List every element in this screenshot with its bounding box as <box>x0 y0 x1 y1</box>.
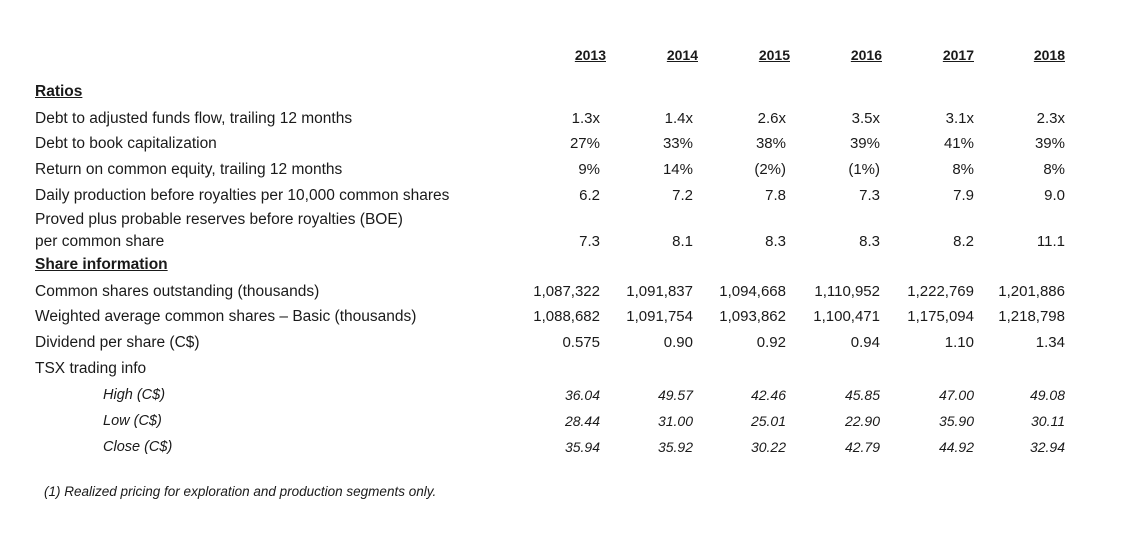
cell-r4-2018: 11.1 <box>1036 233 1065 250</box>
cell-r9-2016: 45.85 <box>844 387 880 403</box>
year-header-2013: 2013 <box>574 47 606 63</box>
cell-r6-2013: 1,088,682 <box>533 308 600 325</box>
row-label-close: Close (C$) <box>103 439 173 455</box>
year-header-2014: 2014 <box>666 47 698 63</box>
cell-r3-2015: 7.8 <box>765 187 786 204</box>
cell-r4-2015: 8.3 <box>765 233 786 250</box>
row-label-reserves-line2: per common share <box>35 233 165 250</box>
cell-r7-2017: 1.10 <box>944 334 974 351</box>
cell-r3-2013: 6.2 <box>579 187 600 204</box>
cell-r3-2018: 9.0 <box>1044 187 1065 204</box>
cell-r5-2013: 1,087,322 <box>533 283 600 300</box>
cell-r6-2015: 1,093,862 <box>719 308 786 325</box>
cell-r2-2013: 9% <box>578 161 600 178</box>
cell-r0-2015: 2.6x <box>757 110 786 127</box>
cell-r9-2015: 42.46 <box>750 387 786 403</box>
year-header-2017: 2017 <box>942 47 974 63</box>
cell-r10-2017: 35.90 <box>938 413 974 429</box>
cell-r4-2014: 8.1 <box>672 233 693 250</box>
row-label-high: High (C$) <box>103 387 166 403</box>
cell-r2-2014: 14% <box>662 161 693 178</box>
row-label-low: Low (C$) <box>103 413 162 429</box>
cell-r1-2014: 33% <box>662 135 693 152</box>
cell-r11-2018: 32.94 <box>1029 439 1065 455</box>
row-label-debt-to-book-cap: Debt to book capitalization <box>35 135 217 152</box>
year-header-2018: 2018 <box>1033 47 1065 63</box>
row-label-tsx-trading: TSX trading info <box>35 360 147 377</box>
cell-r10-2014: 31.00 <box>657 413 693 429</box>
row-label-debt-to-funds-flow: Debt to adjusted funds flow, trailing 12… <box>35 110 353 127</box>
cell-r2-2015: (2%) <box>754 161 786 178</box>
cell-r0-2014: 1.4x <box>664 110 693 127</box>
cell-r1-2013: 27% <box>569 135 600 152</box>
cell-r6-2014: 1,091,754 <box>626 308 693 325</box>
cell-r2-2017: 8% <box>952 161 974 178</box>
cell-r9-2018: 49.08 <box>1029 387 1065 403</box>
cell-r7-2016: 0.94 <box>850 334 880 351</box>
cell-r6-2018: 1,218,798 <box>998 308 1065 325</box>
row-label-daily-production: Daily production before royalties per 10… <box>35 187 450 204</box>
cell-r11-2016: 42.79 <box>844 439 880 455</box>
cell-r10-2018: 30.11 <box>1031 413 1065 429</box>
cell-r1-2015: 38% <box>755 135 786 152</box>
cell-r3-2017: 7.9 <box>953 187 974 204</box>
cell-r5-2016: 1,110,952 <box>814 283 880 300</box>
cell-r0-2013: 1.3x <box>571 110 600 127</box>
cell-r4-2016: 8.3 <box>859 233 880 250</box>
cell-r10-2013: 28.44 <box>564 413 600 429</box>
row-label-dividend: Dividend per share (C$) <box>35 334 200 351</box>
cell-r0-2018: 2.3x <box>1036 110 1065 127</box>
cell-r2-2016: (1%) <box>848 161 880 178</box>
cell-r5-2015: 1,094,668 <box>719 283 786 300</box>
cell-r5-2018: 1,201,886 <box>998 283 1065 300</box>
cell-r5-2014: 1,091,837 <box>626 283 693 300</box>
cell-r1-2017: 41% <box>943 135 974 152</box>
cell-r10-2016: 22.90 <box>844 413 880 429</box>
cell-r3-2016: 7.3 <box>859 187 880 204</box>
section-share-information: Share information <box>35 256 168 273</box>
cell-r11-2017: 44.92 <box>938 439 974 455</box>
cell-r0-2016: 3.5x <box>851 110 880 127</box>
cell-r4-2013: 7.3 <box>579 233 600 250</box>
cell-r11-2013: 35.94 <box>564 439 600 455</box>
cell-r3-2014: 7.2 <box>672 187 693 204</box>
cell-r11-2014: 35.92 <box>657 439 693 455</box>
cell-r9-2014: 49.57 <box>657 387 693 403</box>
row-label-return-on-equity: Return on common equity, trailing 12 mon… <box>35 161 343 178</box>
year-header-2016: 2016 <box>850 47 882 63</box>
cell-r4-2017: 8.2 <box>953 233 974 250</box>
cell-r2-2018: 8% <box>1043 161 1065 178</box>
footnote: (1) Realized pricing for exploration and… <box>44 484 437 499</box>
row-label-reserves-line1: Proved plus probable reserves before roy… <box>35 211 403 228</box>
cell-r7-2018: 1.34 <box>1035 334 1065 351</box>
cell-r11-2015: 30.22 <box>750 439 786 455</box>
cell-r9-2017: 47.00 <box>938 387 974 403</box>
cell-r10-2015: 25.01 <box>750 413 786 429</box>
year-header-2015: 2015 <box>758 47 790 63</box>
cell-r0-2017: 3.1x <box>945 110 974 127</box>
cell-r7-2015: 0.92 <box>756 334 786 351</box>
row-label-weighted-avg-shares: Weighted average common shares – Basic (… <box>35 308 417 325</box>
cell-r5-2017: 1,222,769 <box>907 283 974 300</box>
cell-r6-2016: 1,100,471 <box>813 308 880 325</box>
cell-r6-2017: 1,175,094 <box>907 308 974 325</box>
cell-r1-2018: 39% <box>1034 135 1065 152</box>
cell-r1-2016: 39% <box>849 135 880 152</box>
cell-r7-2014: 0.90 <box>663 334 693 351</box>
cell-r7-2013: 0.575 <box>562 334 600 351</box>
section-ratios: Ratios <box>35 83 83 100</box>
row-label-shares-outstanding: Common shares outstanding (thousands) <box>35 283 320 300</box>
cell-r9-2013: 36.04 <box>564 387 600 403</box>
